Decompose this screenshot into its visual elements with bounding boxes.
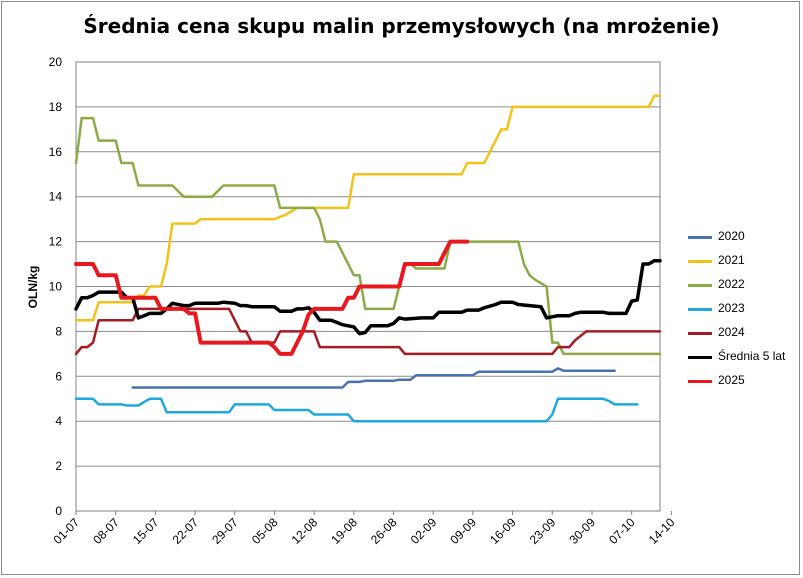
x-tick-label: 16-09	[487, 515, 519, 547]
legend-swatch	[688, 260, 712, 263]
legend-swatch	[688, 332, 712, 335]
x-tick-label: 08-07	[90, 515, 122, 547]
x-tick-label: 19-08	[328, 515, 360, 547]
legend-label: 2025	[718, 373, 745, 387]
x-axis-ticks: 01-07 08-07 15-07 22-07 29-07 05-08 12-08 19-08…	[51, 511, 678, 547]
y-tick-label: 18	[49, 100, 63, 114]
legend-label: 2021	[718, 253, 745, 267]
y-tick-label: 10	[49, 280, 63, 294]
x-tick-label: 26-08	[368, 515, 400, 547]
legend-label: 2023	[718, 301, 745, 315]
x-tick-label: 05-08	[249, 515, 281, 547]
y-tick-label: 2	[55, 459, 62, 473]
y-tick-label: 14	[49, 190, 63, 204]
legend-item--rednia-5-lat: Średnia 5 lat	[688, 348, 798, 372]
x-tick-label: 01-07	[51, 515, 83, 547]
y-tick-label: 20	[49, 55, 63, 69]
legend-label: 2020	[718, 229, 745, 243]
legend-swatch	[688, 236, 712, 239]
legend-item-2020: 2020	[688, 228, 798, 252]
series-lines	[74, 94, 662, 423]
series-line-2022	[74, 116, 662, 356]
y-tick-label: 12	[49, 235, 63, 249]
series-line-2020	[131, 367, 616, 389]
legend-label: Średnia 5 lat	[718, 349, 786, 363]
y-tick-label: 0	[55, 504, 62, 518]
x-tick-label: 09-09	[447, 515, 479, 547]
plot-area-border	[75, 61, 661, 512]
legend-swatch	[688, 356, 712, 359]
legend-swatch	[688, 380, 712, 383]
legend-item-2021: 2021	[688, 252, 798, 276]
series-line-2025	[74, 239, 470, 356]
x-tick-label: 15-07	[130, 515, 162, 547]
legend-item-2025: 2025	[688, 372, 798, 396]
x-tick-label: 02-09	[408, 515, 440, 547]
y-tick-label: 16	[49, 145, 63, 159]
legend-label: 2024	[718, 325, 745, 339]
legend: 2020 2021 2022 2023 2024 Średnia 5 lat 2025	[688, 228, 798, 396]
chart-title: Średnia cena skupu malin przemysłowych (…	[83, 14, 720, 38]
y-axis-ticks: 0 2 4 6 8 10 12 14 16 18 20	[49, 55, 63, 518]
legend-swatch	[688, 284, 712, 287]
x-tick-label: 12-08	[289, 515, 321, 547]
x-tick-label: 23-09	[527, 515, 559, 547]
legend-item-2024: 2024	[688, 324, 798, 348]
y-tick-label: 8	[55, 324, 62, 338]
legend-swatch	[688, 308, 712, 311]
series-line-2023	[74, 397, 639, 423]
y-axis-label: OLN/kg	[26, 266, 40, 309]
legend-item-2023: 2023	[688, 300, 798, 324]
x-tick-label: 14-10	[646, 515, 678, 547]
x-tick-label: 29-07	[209, 515, 241, 547]
y-tick-label: 4	[55, 414, 62, 428]
series-line-2021	[74, 94, 662, 322]
x-tick-label: 07-10	[606, 515, 638, 547]
x-tick-label: 22-07	[170, 515, 202, 547]
x-tick-label: 30-09	[566, 515, 598, 547]
legend-label: 2022	[718, 277, 745, 291]
legend-item-2022: 2022	[688, 276, 798, 300]
y-tick-label: 6	[55, 369, 62, 383]
